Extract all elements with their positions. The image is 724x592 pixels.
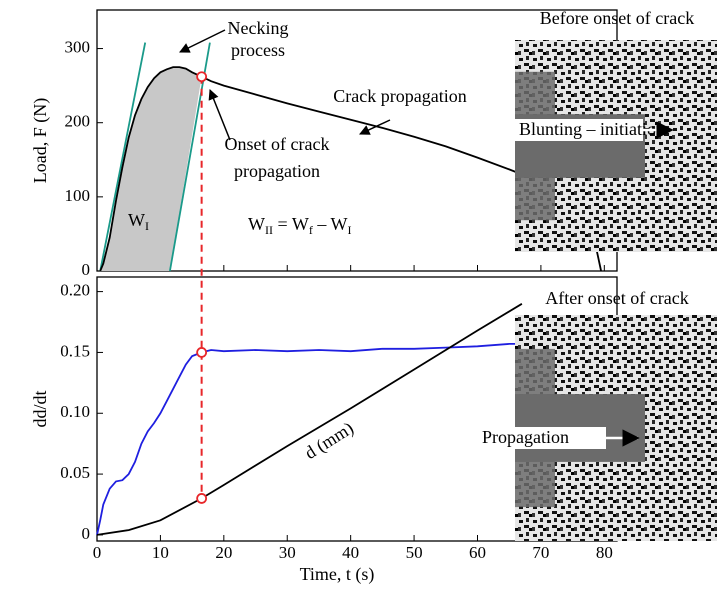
- annotation: propagation: [234, 161, 320, 181]
- work-label-sub: I: [348, 223, 352, 237]
- inset-title: Before onset of crack: [540, 8, 694, 28]
- x-tick-label: 20: [215, 543, 232, 562]
- y-tick-label: 0: [82, 260, 91, 279]
- series-label: d (mm): [301, 418, 357, 464]
- series-line: [96, 303, 523, 536]
- onset-marker: [196, 347, 208, 358]
- inset-title: After onset of crack: [545, 288, 688, 308]
- work-label-sub: I: [145, 219, 149, 233]
- x-tick-label: 70: [532, 543, 549, 562]
- work-label-sub: II: [265, 223, 273, 237]
- y-tick-label: 0.20: [60, 281, 90, 300]
- y-tick-label: 0.05: [60, 463, 90, 482]
- x-tick-label: 0: [93, 543, 102, 562]
- annotation: Onset of crack: [225, 134, 330, 154]
- work-label-main: – W: [313, 214, 348, 234]
- onset-marker: [196, 493, 208, 504]
- y-tick-label: 200: [65, 112, 91, 131]
- annotation-arrow: [179, 29, 226, 53]
- annotation-arrow: [208, 89, 231, 141]
- y-tick-label: 100: [65, 186, 91, 205]
- work-label: WI: [128, 210, 149, 233]
- x-tick-label: 50: [406, 543, 423, 562]
- fit-line: [99, 42, 147, 272]
- y-axis-label: Load, F (N): [30, 98, 51, 183]
- x-tick-label: 10: [152, 543, 169, 562]
- x-axis-label: Time, t (s): [300, 564, 375, 585]
- inset-label: Propagation: [482, 427, 569, 447]
- y-tick-label: 0.15: [60, 341, 90, 360]
- notch: [515, 71, 555, 221]
- inset-label-box: [515, 119, 643, 141]
- annotation: process: [231, 40, 285, 60]
- work-label-sub: f: [309, 223, 313, 237]
- work-label-main: W: [248, 214, 265, 234]
- x-tick-label: 60: [469, 543, 486, 562]
- annotation: Necking: [228, 18, 289, 38]
- work-label: WII = Wf – WI: [248, 214, 352, 237]
- y-tick-label: 300: [65, 37, 91, 56]
- series-line: [96, 343, 522, 536]
- work-area: [100, 67, 202, 271]
- inset-label: Blunting – initiation: [519, 119, 665, 139]
- onset-marker: [196, 71, 208, 83]
- work-label-main: W: [128, 210, 145, 230]
- annotation-arrow: [359, 119, 391, 135]
- x-tick-label: 30: [279, 543, 296, 562]
- y-tick-label: 0.10: [60, 402, 90, 421]
- work-label-main: = W: [273, 214, 309, 234]
- inset-label-box: [478, 427, 606, 449]
- x-tick-label: 40: [342, 543, 359, 562]
- y-axis-label: dd/dt: [30, 390, 50, 427]
- y-tick-label: 0: [82, 524, 91, 543]
- x-tick-label: 80: [596, 543, 613, 562]
- annotation: Crack propagation: [333, 86, 466, 106]
